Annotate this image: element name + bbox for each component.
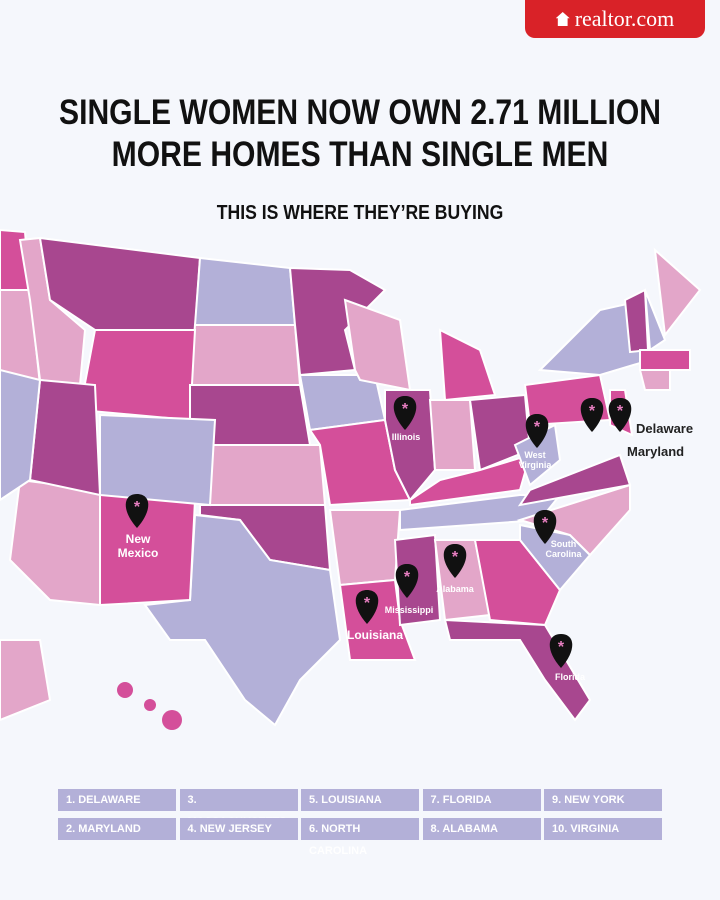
- state-label: Illinois: [391, 432, 421, 442]
- state: [8, 478, 101, 607]
- pin-icon: *: [542, 515, 549, 532]
- ranking-item: 5. LOUISIANA: [301, 789, 419, 811]
- state: [143, 513, 342, 727]
- state: [638, 369, 671, 391]
- pin-icon: *: [402, 401, 409, 418]
- brand-logo: realtor.com: [525, 0, 705, 38]
- pin: [608, 398, 632, 432]
- state-label: Alabama: [436, 584, 474, 594]
- pin-icon: *: [534, 419, 541, 436]
- state-label: Maryland: [627, 444, 685, 459]
- pin: [125, 494, 149, 528]
- state: [328, 509, 402, 587]
- pin: [549, 634, 573, 668]
- pin-icon: *: [589, 403, 596, 420]
- ranking-item: 3. MASSACHUSETTS: [179, 789, 298, 828]
- state: [653, 247, 702, 338]
- state: [343, 298, 412, 392]
- subtitle: THIS IS WHERE THEY’RE BUYING: [216, 202, 504, 224]
- state: [188, 324, 302, 386]
- pin-icon: *: [617, 403, 624, 420]
- state: [473, 539, 562, 627]
- ranking-item: 2. MARYLAND: [58, 818, 176, 840]
- pin-icon: *: [364, 595, 371, 612]
- ranking-item: 1. DELAWARE: [58, 789, 176, 811]
- state-label: Florida: [554, 672, 585, 682]
- pin-icon: *: [558, 639, 565, 656]
- state: [428, 399, 477, 471]
- pin: [443, 544, 467, 578]
- us-map: * * * * * * * * * *: [0, 228, 702, 730]
- pin: [355, 590, 379, 624]
- state: [517, 453, 632, 507]
- state: [438, 328, 497, 402]
- state: [639, 349, 691, 371]
- state-label: Louisiana: [346, 628, 403, 642]
- ranking-item: 8. ALABAMA: [422, 818, 541, 840]
- state-label: West Virginia: [518, 450, 552, 470]
- island: [162, 710, 182, 730]
- island: [117, 682, 133, 698]
- pin: [393, 396, 417, 430]
- ranking-item: 9. NEW YORK: [544, 789, 662, 811]
- state: [0, 639, 52, 722]
- state: [209, 444, 327, 506]
- state: [193, 256, 297, 326]
- state-label: Delaware: [636, 421, 694, 436]
- state: [623, 288, 650, 354]
- pin-icon: *: [404, 569, 411, 586]
- state-label: Mississippi: [384, 605, 434, 615]
- state: [516, 483, 631, 557]
- headline-line: MORE HOMES THAN SINGLE MEN: [111, 135, 609, 174]
- ranking-item: 6. NORTH CAROLINA: [301, 818, 419, 857]
- headline: SINGLE WOMEN NOW OWN 2.71 MILLION MORE H…: [50, 92, 669, 176]
- ranking-item: 10. VIRGINIA: [544, 818, 662, 840]
- state-label: New Mexico: [117, 532, 159, 560]
- pin: [395, 564, 419, 598]
- state: [78, 329, 197, 422]
- state: [0, 368, 42, 502]
- pin: [580, 398, 604, 432]
- pin-icon: *: [134, 499, 141, 516]
- state: [443, 618, 592, 722]
- state: [28, 378, 102, 497]
- ranking-item: 7. FLORIDA: [422, 789, 541, 811]
- ranking-item: 4. NEW JERSEY: [179, 818, 298, 840]
- pin: [525, 414, 549, 448]
- island: [144, 699, 156, 711]
- state: [99, 413, 217, 507]
- state: [288, 266, 387, 377]
- pin-icon: *: [452, 549, 459, 566]
- state-label: South Carolina: [545, 539, 582, 559]
- pin: [533, 510, 557, 544]
- headline-line: SINGLE WOMEN NOW OWN 2.71 MILLION: [58, 93, 661, 132]
- state: [644, 289, 667, 352]
